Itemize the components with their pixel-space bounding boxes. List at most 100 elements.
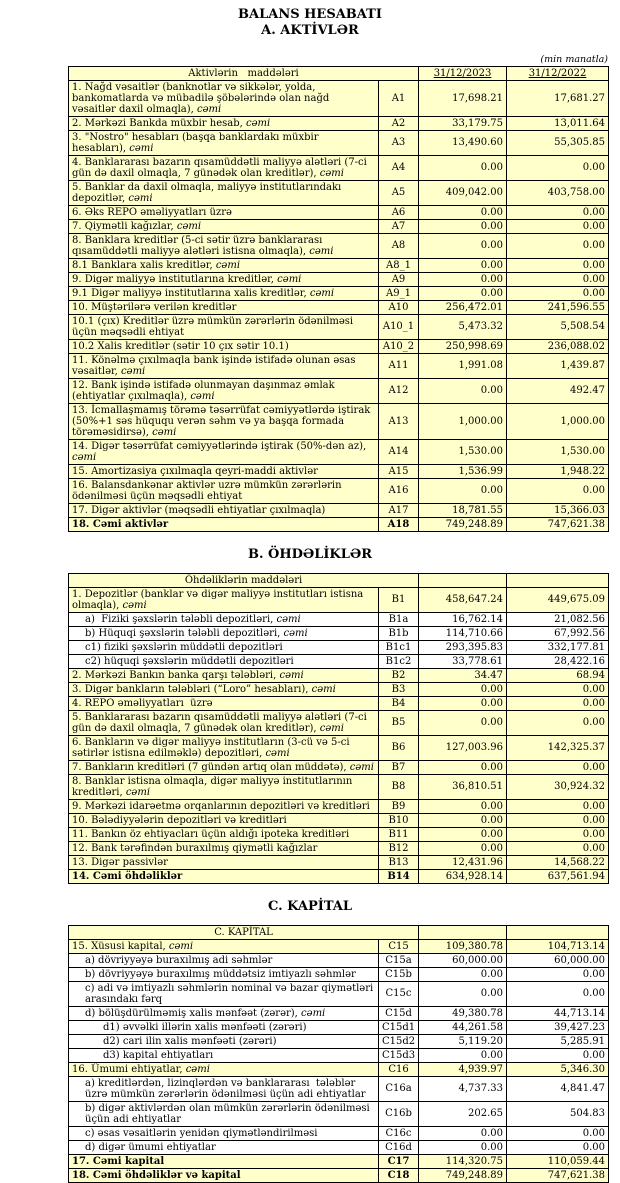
value-2023: 1,530.00 [418,438,508,465]
value-2022: 1,530.00 [506,438,610,465]
table-row-C15: 15. Xüsusi kapital, cəmi C15 109,380.78 104… [68,938,610,954]
row-label: 8. Banklar istisna olmaqla, digər maliyy… [68,773,379,800]
table-row-B1a: a) Fiziki şəxslərin tələbli depozitləri,… [68,611,610,627]
row-label: 15. Amortizasiya çıxılmaqla qeyri-maddi … [68,463,379,479]
row-label: 4. REPO əməliyyatları üzrə [68,695,379,711]
value-2023: 0.00 [418,759,508,775]
value-2023: 458,647.24 [418,586,508,613]
value-2022: 0.00 [506,1139,610,1155]
value-2022: 67,992.56 [506,625,610,641]
value-2022: 241,596.55 [506,299,610,315]
table-row-A11: 11. Könəlmə çıxılmaqla bank işində istif… [68,352,610,379]
value-2022: 17,681.27 [506,79,610,117]
value-2022: 104,713.14 [506,938,610,954]
row-label: 12. Bank işində istifadə olunmayan daşın… [68,377,379,404]
value-2023: 4,737.33 [418,1075,508,1102]
row-label-italic-suffix: cəmi [122,599,147,611]
row-code: B1 [377,586,420,613]
row-code: B13 [377,854,420,870]
row-code: B7 [377,759,420,775]
row-label-italic-suffix: cəmi [152,426,177,438]
value-2022: 68.94 [506,667,610,683]
table-row-A4: 4. Banklararası bazarın qısamüddətli mal… [68,154,610,181]
value-2022: 0.00 [506,695,610,711]
row-label-italic-suffix: cəmi [215,259,241,271]
value-2022: 44,713.14 [506,1005,610,1021]
row-code: B1c2 [377,653,420,669]
row-label: 13. İcmallaşmamış törəmə təsərrüfat cəmi… [68,402,379,440]
value-2023: 0.00 [418,232,508,259]
table-row-A17: 17. Digər aktivlər (məqsədli ehtiyatlar … [68,502,610,518]
row-label: c) əsas vəsaitlərin yenidən qiymətləndir… [68,1125,379,1141]
row-label: 17. Cəmi kapital [68,1153,379,1169]
value-2023: 13,490.60 [418,129,508,156]
value-2023: 127,003.96 [418,734,508,761]
row-label: 11. Könəlmə çıxılmaqla bank işində istif… [68,352,379,379]
row-code: A18 [377,516,420,532]
value-2022: 637,561.94 [506,868,610,884]
row-code: B10 [377,812,420,828]
row-code: A6 [377,204,420,220]
row-label: 7. Bankların kreditləri (7 gündən artıq … [68,759,379,775]
row-code: B2 [377,667,420,683]
row-code: B8 [377,773,420,800]
table-row-C15d3: d3) kapital ehtiyatları C15d3 0.00 0.00 [68,1047,610,1063]
row-label: 9. Digər maliyyə institutlarına kreditlə… [68,271,379,287]
row-label-italic-suffix: cəmi [128,192,153,204]
column-header-empty-2 [506,924,610,940]
table-row-A7: 7. Qiymətli kağızlar, cəmi A7 0.00 0.00 [68,218,610,234]
value-2023: 0.00 [418,377,508,404]
column-header-2023: 31/12/2023 [418,65,508,81]
row-code: A14 [377,438,420,465]
row-label: 1. Nağd vəsaitlər (banknotlar və sikkələ… [68,79,379,117]
row-code: C15a [377,952,420,968]
row-code: B12 [377,840,420,856]
table-header-row: Aktivlərin maddələri 31/12/2023 31/12/2022 [67,65,610,81]
value-2023: 250,998.69 [418,338,508,354]
row-label: c2) hüquqi şəxslərin müddətli depozitlər… [68,653,379,669]
table-row-C15c: c) adi və imtiyazlı səhmlərin nominal və… [68,980,610,1007]
value-2022: 110,059.44 [506,1153,610,1169]
value-2023: 749,248.89 [418,1167,508,1183]
table-row-A18: 18. Cəmi aktivlər A18 749,248.89 747,621.38 [68,516,610,532]
row-label-italic-suffix: cəmi [349,761,374,773]
value-2023: 33,179.75 [418,115,508,131]
currency-note: (min manatla) [540,53,608,65]
row-label: 10.2 Xalis kreditlər (sətir 10 çıx sətir… [68,338,379,354]
value-2022: 0.00 [506,477,610,504]
row-code: A2 [377,115,420,131]
row-label: 3. "Nostro" hesabları (başqa banklardakı… [68,129,379,156]
table-row-A10_1: 10.1 (çıx) Kreditlər üzrə mümkün zərərlə… [68,313,610,340]
row-label: 5. Banklararası bazarın qısamüddətli mal… [68,709,379,736]
table-row-B6: 6. Bankların və digər maliyyə institutla… [68,734,610,761]
value-2022: 504.83 [506,1100,610,1127]
row-label: 8.1 Banklara xalis kreditlər, cəmi [68,257,379,273]
row-label: 17. Digər aktivlər (məqsədli ehtiyatlar … [68,502,379,518]
row-label: 6. Bankların və digər maliyyə institutla… [68,734,379,761]
row-label: 16. Balansdankənar aktivlər uzrə mümkün … [68,477,379,504]
value-2023: 0.00 [418,826,508,842]
row-label: 11. Bankın öz ehtiyacları üçün aldığı ip… [68,826,379,842]
table-row-C15d1: d1) əvvəlki illərin xalis mənfəəti (zərə… [68,1019,610,1035]
value-2023: 0.00 [418,257,508,273]
row-label-italic-suffix: cəmi [279,669,304,681]
row-label: 8. Banklara kreditlər (5-ci sətir üzrə b… [68,232,379,259]
value-2022: 236,088.02 [506,338,610,354]
row-label: c1) fiziki şəxslərin müddətli depozitlər… [68,639,379,655]
row-label: 12. Bank tərəfindən buraxılmış qiymətli … [68,840,379,856]
value-2022: 0.00 [506,154,610,181]
table-row-A2: 2. Mərkəzi Bankda müxbir hesab, cəmi A2 33… [68,115,610,131]
row-code: A17 [377,502,420,518]
value-2023: 0.00 [418,681,508,697]
row-label-italic-suffix: cəmi [277,273,302,285]
table-row-B3: 3. Digər bankların tələbləri (“Loro” hes… [68,681,610,697]
table-row-B2: 2. Mərkəzi Bankın banka qarşı tələbləri,… [68,667,610,683]
value-2023: 109,380.78 [418,938,508,954]
table-row-B1c2: c2) hüquqi şəxslərin müddətli depozitlər… [68,653,610,669]
table-header-label: Aktivlərin maddələri [67,65,420,81]
row-label: 2. Mərkəzi Bankda müxbir hesab, cəmi [68,115,379,131]
value-2022: 0.00 [506,285,610,301]
row-code: B5 [377,709,420,736]
column-header-empty-1 [418,572,508,588]
row-code: C17 [377,1153,420,1169]
